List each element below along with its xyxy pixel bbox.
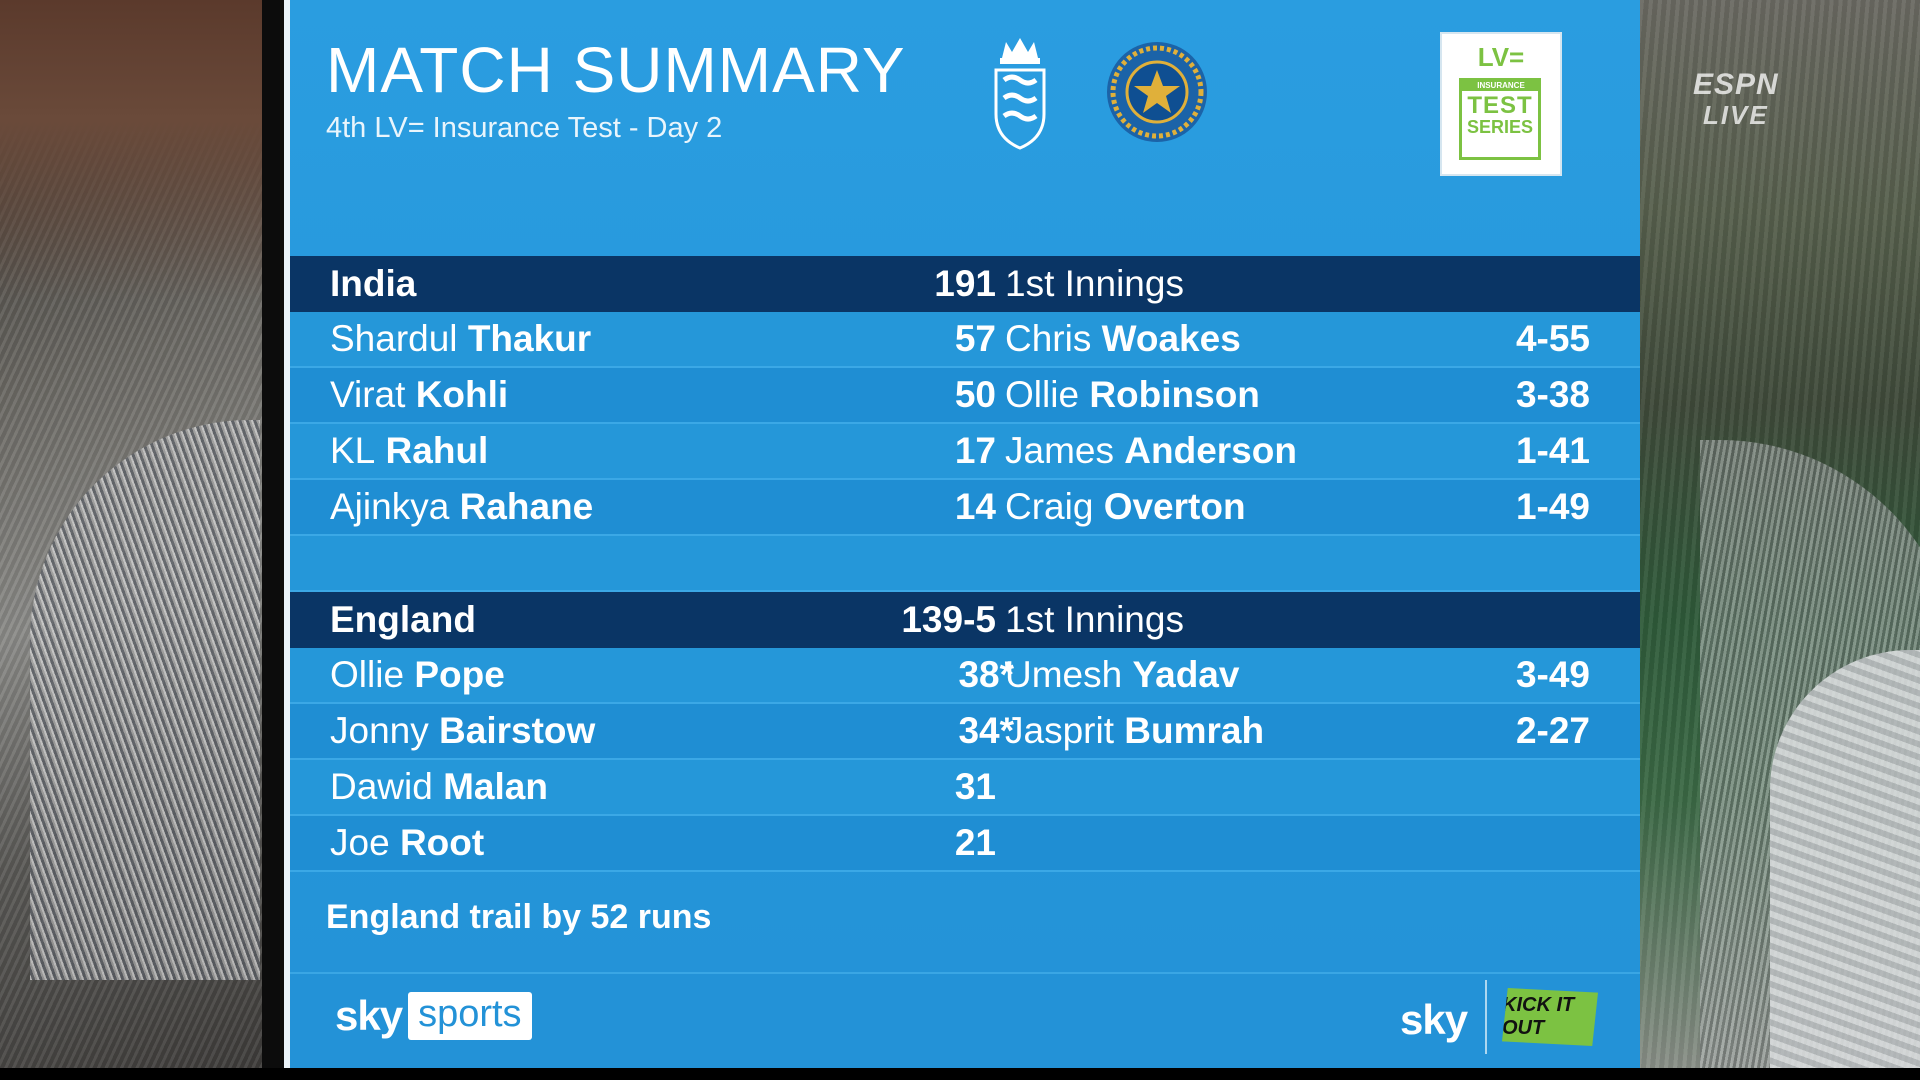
table-row: Virat Kohli 50 Ollie Robinson 3-38 bbox=[290, 368, 1640, 424]
badge-insurance: INSURANCE bbox=[1462, 81, 1540, 91]
batter-name: KL Rahul bbox=[330, 430, 489, 471]
bowler-name: James Anderson bbox=[1005, 430, 1297, 471]
batter-name: Dawid Malan bbox=[330, 766, 548, 807]
kick-it-out-logo: KICK IT OUT bbox=[1502, 988, 1598, 1046]
table-row: Shardul Thakur 57 Chris Woakes 4-55 bbox=[290, 312, 1640, 368]
batter-runs: 38* bbox=[958, 654, 1014, 695]
table-row: KL Rahul 17 James Anderson 1-41 bbox=[290, 424, 1640, 480]
batter-runs: 34* bbox=[958, 710, 1014, 751]
table-row: Jonny Bairstow 34* Jasprit Bumrah 2-27 bbox=[290, 704, 1640, 760]
broadcaster-watermark: ESPN LIVE bbox=[1693, 68, 1779, 130]
team-total: 139-5 bbox=[901, 599, 996, 640]
badge-line-series: SERIES bbox=[1466, 117, 1534, 137]
innings-label: 1st Innings bbox=[1005, 263, 1184, 304]
sports-wordmark: sports bbox=[408, 992, 532, 1040]
innings-label: 1st Innings bbox=[1005, 599, 1184, 640]
bowler-name: Chris Woakes bbox=[1005, 318, 1241, 359]
match-status-text: England trail by 52 runs bbox=[326, 898, 712, 936]
bowler-figures: 2-27 bbox=[1515, 710, 1590, 751]
batter-name: Joe Root bbox=[330, 822, 485, 863]
bowler-figures: 3-49 bbox=[1515, 654, 1590, 695]
footer-divider bbox=[1485, 980, 1487, 1054]
batter-name: Ollie Pope bbox=[330, 654, 505, 695]
batter-name: Virat Kohli bbox=[330, 374, 509, 415]
match-subtitle: 4th LV= Insurance Test - Day 2 bbox=[326, 112, 723, 144]
bowler-figures: 1-49 bbox=[1515, 486, 1590, 527]
stadium-background-left bbox=[0, 0, 262, 1068]
badge-frame bbox=[1459, 78, 1541, 160]
bowler-name: Umesh Yadav bbox=[1005, 654, 1240, 695]
batter-runs: 14 bbox=[954, 486, 996, 527]
table-row: Dawid Malan 31 bbox=[290, 760, 1640, 816]
bowler-name: Jasprit Bumrah bbox=[1005, 710, 1265, 751]
batter-name: Ajinkya Rahane bbox=[330, 486, 594, 527]
spacer-row bbox=[290, 536, 1640, 592]
sky-wordmark: sky bbox=[335, 992, 403, 1039]
espn-logo: ESPN bbox=[1693, 68, 1779, 101]
india-bcci-crest-icon bbox=[1107, 42, 1207, 142]
letterbox-bar bbox=[0, 1068, 1920, 1080]
bowler-figures: 4-55 bbox=[1515, 318, 1590, 359]
badge-line-test: TEST bbox=[1467, 92, 1533, 119]
test-series-sponsor-badge: LV= INSURANCE TEST SERIES bbox=[1440, 32, 1562, 176]
batter-runs: 17 bbox=[954, 430, 996, 471]
bowler-figures: 3-38 bbox=[1515, 374, 1590, 415]
england-crest-icon bbox=[994, 38, 1046, 150]
page-title: MATCH SUMMARY bbox=[326, 34, 906, 106]
stadium-background-right bbox=[1640, 0, 1920, 1080]
rooftops bbox=[0, 0, 262, 300]
table-row: Ollie Pope 38* Umesh Yadav 3-49 bbox=[290, 648, 1640, 704]
crowd-stand bbox=[30, 420, 260, 980]
sky-logo: sky bbox=[1400, 996, 1468, 1043]
batter-name: Jonny Bairstow bbox=[330, 710, 596, 751]
batter-runs: 31 bbox=[954, 766, 996, 807]
sky-sports-logo: sky sports bbox=[335, 992, 532, 1040]
bowler-figures: 1-41 bbox=[1515, 430, 1590, 471]
team-total: 191 bbox=[934, 263, 996, 304]
batter-runs: 57 bbox=[954, 318, 996, 359]
innings-header-india: India 191 1st Innings bbox=[290, 256, 1640, 312]
team-name: India bbox=[330, 263, 417, 304]
table-row: Ajinkya Rahane 14 Craig Overton 1-49 bbox=[290, 480, 1640, 536]
badge-text: TEST SERIES bbox=[1459, 92, 1541, 137]
footer-bar: sky sports sky KICK IT OUT bbox=[290, 972, 1640, 1070]
table-row: Joe Root 21 bbox=[290, 816, 1640, 872]
batter-runs: 50 bbox=[954, 374, 996, 415]
batter-name: Shardul Thakur bbox=[330, 318, 592, 359]
bowler-name: Ollie Robinson bbox=[1005, 374, 1260, 415]
innings-header-england: England 139-5 1st Innings bbox=[290, 592, 1640, 648]
live-label: LIVE bbox=[1702, 100, 1769, 130]
bowler-name: Craig Overton bbox=[1005, 486, 1246, 527]
team-name: England bbox=[330, 599, 476, 640]
stadium-roof bbox=[1770, 650, 1920, 1070]
batter-runs: 21 bbox=[954, 822, 996, 863]
match-summary-panel: MATCH SUMMARY 4th LV= Insurance Test - D… bbox=[290, 0, 1640, 1070]
lv-logo: LV= bbox=[1477, 42, 1525, 72]
